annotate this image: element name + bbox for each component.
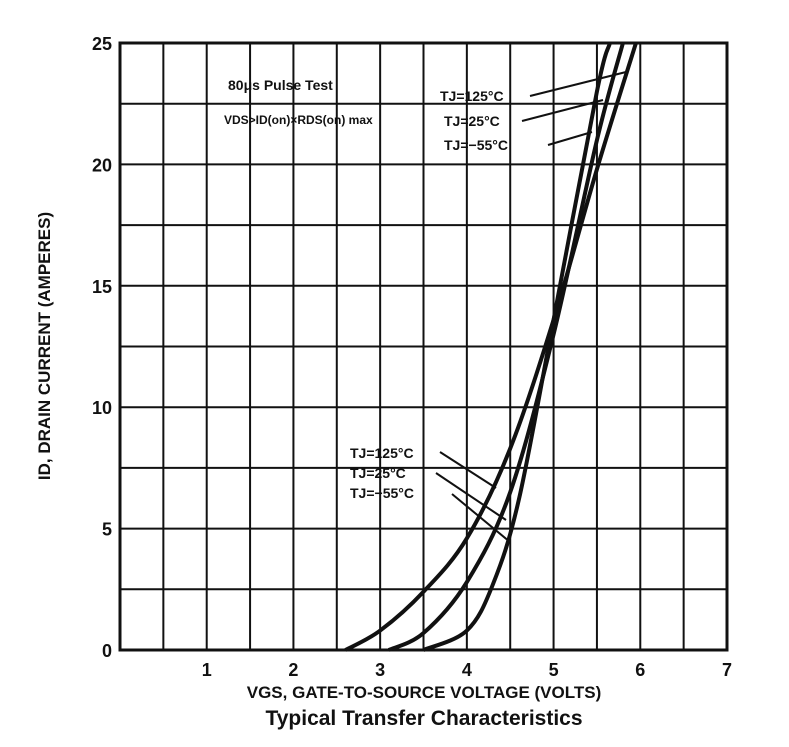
upper-label-125: TJ=125°C	[440, 88, 504, 104]
lower-label-25: TJ=25°C	[350, 465, 406, 481]
leader-lower-minus55	[451, 493, 511, 543]
curves	[344, 42, 638, 652]
upper-label-25: TJ=25°C	[444, 113, 500, 129]
upper-leader-lines	[521, 71, 627, 146]
x-tick-label: 1	[202, 660, 212, 680]
tick-labels: 1 2 3 4 5 6 7 0 5 10 15 20 25	[92, 34, 732, 680]
y-tick-label: 0	[102, 641, 112, 661]
leader-upper-125	[529, 71, 627, 97]
pulse-test-label: 80μs Pulse Test	[228, 77, 333, 93]
upper-label-minus55: TJ=−55°C	[444, 137, 508, 153]
y-tick-label: 25	[92, 34, 112, 54]
grid	[120, 43, 727, 650]
leader-upper-25	[521, 99, 604, 122]
x-tick-label: 4	[462, 660, 472, 680]
curve-tj-minus55	[422, 42, 612, 652]
x-tick-label: 6	[635, 660, 645, 680]
condition-label: VDS>ID(on)×RDS(on) max	[224, 113, 373, 127]
lower-leader-lines	[435, 451, 511, 543]
lower-label-minus55: TJ=−55°C	[350, 485, 414, 501]
leader-lower-125	[439, 451, 497, 489]
x-tick-label: 7	[722, 660, 732, 680]
leader-lower-25	[435, 472, 507, 521]
x-tick-label: 2	[288, 660, 298, 680]
chart-title: Typical Transfer Characteristics	[265, 707, 582, 730]
y-tick-label: 15	[92, 277, 112, 297]
x-axis-title: VGS, GATE-TO-SOURCE VOLTAGE (VOLTS)	[247, 683, 602, 702]
x-tick-label: 3	[375, 660, 385, 680]
y-tick-label: 20	[92, 155, 112, 175]
x-tick-label: 5	[549, 660, 559, 680]
curve-tj-125	[344, 42, 638, 652]
lower-label-125: TJ=125°C	[350, 445, 414, 461]
curve-tj-25	[387, 42, 625, 652]
y-tick-label: 10	[92, 398, 112, 418]
leader-upper-minus55	[547, 131, 593, 146]
y-axis-title: ID, DRAIN CURRENT (AMPERES)	[35, 212, 54, 480]
y-tick-label: 5	[102, 520, 112, 540]
